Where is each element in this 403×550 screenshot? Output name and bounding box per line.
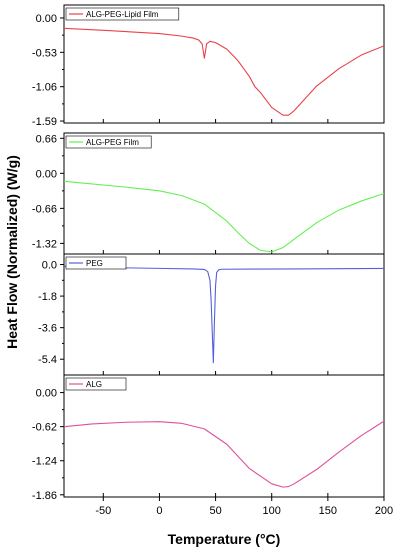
y-tick-label: -1.86 (32, 490, 57, 502)
legend-label: ALG-PEG Film (86, 138, 139, 147)
chart-panels: 0.00 -0.53 -1.06 -1.59 ALG-PEG-Lipid Film 0.6… (32, 4, 385, 502)
legend-label: ALG-PEG-Lipid Film (86, 10, 159, 19)
y-axis-title: Heat Flow (Normalized) (W/g) (4, 155, 20, 349)
panel-frame (63, 374, 385, 498)
x-axis-title: Temperature (°C) (168, 531, 281, 547)
series-line (63, 180, 385, 253)
x-tick-label: 150 (319, 505, 337, 517)
y-tick-label: -1.06 (32, 82, 57, 94)
y-tick-label: -1.24 (32, 456, 57, 468)
series-line (63, 27, 385, 116)
panel-2: 0.66 0.00 -0.66 -1.32 ALG-PEG Film (32, 132, 385, 255)
legend-box (65, 256, 127, 270)
y-tick-label: -1.59 (32, 116, 57, 128)
y-tick-label: 0.00 (36, 168, 57, 180)
panel-3: 0.0 -1.8 -3.6 -5.4 PEG (38, 253, 385, 376)
x-tick-label: -50 (95, 505, 111, 517)
legend-box (65, 135, 152, 149)
y-tick-label: 0.0 (42, 260, 57, 272)
panel-1: 0.00 -0.53 -1.06 -1.59 ALG-PEG-Lipid Film (32, 4, 385, 128)
panel-frame (63, 132, 385, 255)
x-tick-label: 50 (209, 505, 221, 517)
y-tick-label: -0.66 (32, 203, 57, 215)
panel-4: 0.00 -0.62 -1.24 -1.86 ALG (32, 374, 385, 502)
legend-label: ALG (86, 380, 102, 389)
legend-label: PEG (86, 259, 103, 268)
y-tick-label: 0.00 (36, 13, 57, 25)
y-tick-label: -3.6 (38, 323, 57, 335)
y-tick-label: -0.53 (32, 47, 57, 59)
x-tick-label: 200 (375, 505, 393, 517)
legend-box (65, 377, 127, 391)
y-tick-label: 0.66 (36, 133, 57, 145)
y-tick-label: 0.00 (36, 388, 57, 400)
series-line (63, 420, 385, 488)
panel-frame (63, 253, 385, 376)
x-tick-label: 0 (156, 505, 162, 517)
x-tick-label: 100 (263, 505, 281, 517)
x-axis: -50 0 50 100 150 200 (95, 497, 393, 517)
y-tick-label: -5.4 (38, 354, 57, 366)
y-tick-label: -1.8 (38, 291, 57, 303)
y-tick-label: -1.32 (32, 238, 57, 250)
panel-frame (63, 4, 385, 124)
legend-box (65, 7, 180, 21)
series-line (63, 265, 385, 364)
y-tick-label: -0.62 (32, 422, 57, 434)
